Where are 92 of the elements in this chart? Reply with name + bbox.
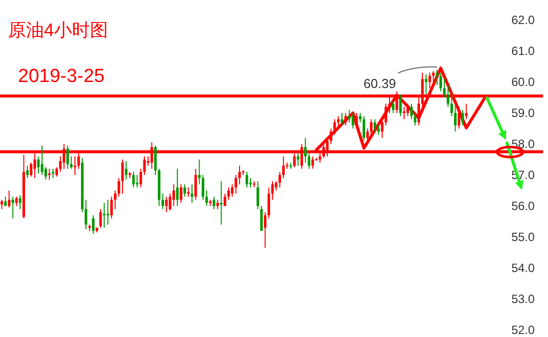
candlestick xyxy=(465,103,468,120)
y-tick-label: 60.0 xyxy=(511,75,535,89)
candlestick xyxy=(454,103,457,132)
candlestick xyxy=(8,190,10,208)
candlestick xyxy=(268,186,270,219)
y-tick-label: 53.0 xyxy=(511,292,535,306)
candlestick xyxy=(55,166,58,178)
candlestick xyxy=(136,174,138,188)
candlestick xyxy=(450,90,453,117)
y-tick-label: 52.0 xyxy=(511,323,535,337)
candlestick xyxy=(12,196,14,219)
y-tick-label: 61.0 xyxy=(511,44,535,58)
candlestick xyxy=(26,165,29,179)
candlestick xyxy=(362,116,366,142)
candlestick xyxy=(15,196,18,206)
candlestick xyxy=(48,168,51,180)
candlestick xyxy=(340,112,344,126)
candlestick xyxy=(106,199,110,226)
candlestick xyxy=(66,145,69,170)
candlestick xyxy=(230,184,234,198)
candlestick xyxy=(311,156,314,170)
candlestick xyxy=(183,184,186,198)
candlestick xyxy=(428,72,432,89)
candlestick xyxy=(414,112,416,126)
candlestick xyxy=(274,180,278,191)
candlestick xyxy=(99,208,102,228)
candlestick xyxy=(461,109,464,126)
candlestick xyxy=(234,174,238,194)
candlestick xyxy=(74,156,76,176)
candlestick xyxy=(40,145,44,176)
candlestick xyxy=(165,196,168,213)
candlestick xyxy=(344,112,347,126)
candlestick xyxy=(154,145,157,176)
candlestick xyxy=(399,94,402,117)
candlestick xyxy=(132,171,135,188)
candlestick xyxy=(384,103,388,126)
candlestick xyxy=(216,199,219,210)
chart-title: 原油4小时图 xyxy=(8,20,108,40)
candlestick xyxy=(406,103,410,117)
candlestick xyxy=(176,168,179,206)
candlestick xyxy=(238,165,241,185)
candlestick xyxy=(102,202,106,228)
y-tick-label: 54.0 xyxy=(511,261,535,275)
y-tick-label: 56.0 xyxy=(511,199,535,213)
candlestick xyxy=(124,160,128,180)
candlestick xyxy=(358,112,362,123)
candlestick xyxy=(296,152,300,166)
candlestick xyxy=(402,106,406,120)
candlestick xyxy=(227,186,230,200)
y-tick-label: 55.0 xyxy=(511,230,535,244)
candlestick xyxy=(180,184,182,204)
candlestick xyxy=(224,193,226,206)
candlestick xyxy=(220,180,223,226)
candlestick xyxy=(352,112,354,129)
candlestick xyxy=(172,184,176,206)
candlestick xyxy=(374,118,376,132)
candlestick xyxy=(187,186,190,198)
candlestick xyxy=(355,112,358,129)
candlestick xyxy=(264,212,266,248)
candlestick xyxy=(44,166,47,180)
candlestick xyxy=(260,206,263,232)
candlestick xyxy=(161,193,164,210)
candlestick xyxy=(392,100,394,114)
candlestick xyxy=(37,156,40,174)
candlestick xyxy=(249,178,252,188)
candlestick xyxy=(380,118,384,138)
candlestick xyxy=(370,118,372,136)
candlestick xyxy=(308,152,310,170)
candlestick xyxy=(92,214,95,234)
candlestick xyxy=(377,124,380,136)
text: 2019-3-25 xyxy=(18,66,105,87)
annotation: 60.39 xyxy=(363,76,396,91)
candlestick xyxy=(52,168,54,179)
candlestick xyxy=(246,171,248,188)
candlestick xyxy=(0,199,4,210)
candlestick xyxy=(18,194,22,210)
candlestick xyxy=(432,70,435,82)
candlestick xyxy=(410,103,413,120)
y-tick-label: 62.0 xyxy=(511,13,535,27)
candlestick xyxy=(70,156,73,170)
candlestick xyxy=(439,72,442,92)
candlestick xyxy=(121,159,124,194)
candlestick xyxy=(304,137,307,164)
candlestick xyxy=(256,180,260,210)
y-tick-label: 59.0 xyxy=(511,106,535,120)
candlestick xyxy=(190,184,194,204)
candlestick xyxy=(337,116,340,129)
candlestick xyxy=(458,106,460,129)
candlestick xyxy=(424,74,428,95)
candlestick xyxy=(212,196,216,210)
candlestick xyxy=(194,168,197,200)
candlestick xyxy=(348,109,351,123)
